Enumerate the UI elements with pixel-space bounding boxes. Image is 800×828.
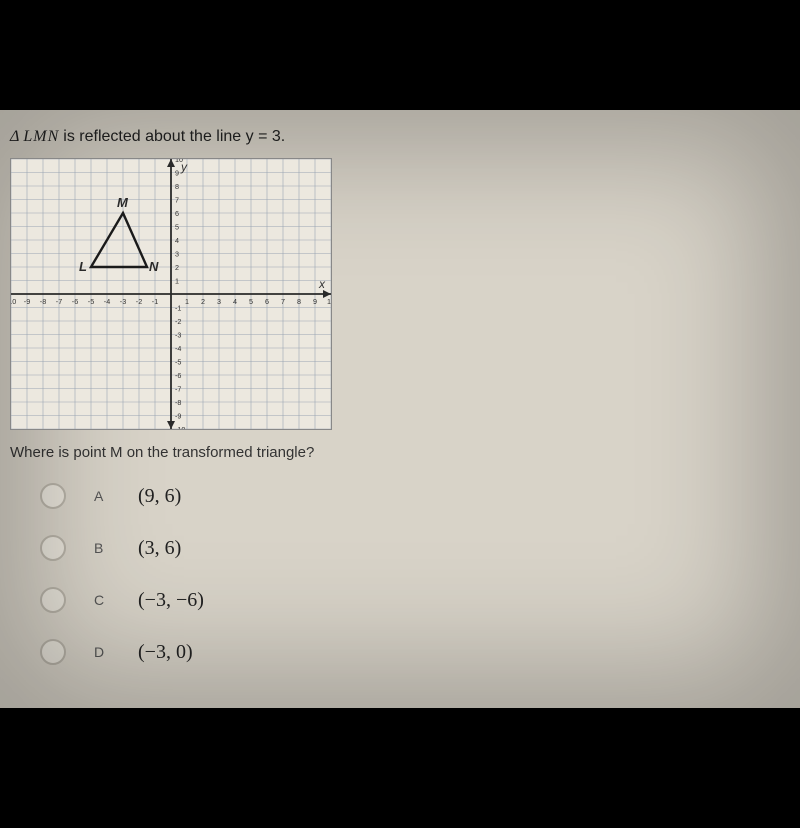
option-value: (−3, −6) [138, 589, 204, 612]
option-letter: B [94, 540, 110, 556]
svg-text:-1: -1 [152, 297, 158, 306]
svg-text:-4: -4 [175, 344, 181, 353]
svg-text:L: L [79, 259, 87, 274]
option-letter: C [94, 592, 110, 608]
option-b[interactable]: B (3, 6) [40, 535, 790, 561]
delta-symbol: Δ [10, 128, 19, 146]
sub-question: Where is point M on the transformed tria… [10, 444, 790, 461]
svg-text:4: 4 [175, 236, 179, 245]
svg-text:7: 7 [175, 196, 179, 205]
svg-text:5: 5 [175, 223, 179, 232]
svg-text:N: N [149, 259, 159, 274]
svg-text:6: 6 [265, 297, 269, 306]
option-a[interactable]: A (9, 6) [40, 483, 790, 509]
svg-text:M: M [117, 195, 129, 210]
svg-text:-2: -2 [136, 297, 142, 306]
svg-text:-6: -6 [72, 297, 78, 306]
svg-text:-9: -9 [24, 297, 30, 306]
svg-text:2: 2 [201, 297, 205, 306]
options-group: A (9, 6) B (3, 6) C (−3, −6) D (−3, 0) [40, 483, 790, 665]
svg-text:1: 1 [185, 297, 189, 306]
radio-b[interactable] [40, 535, 66, 561]
svg-text:3: 3 [175, 250, 179, 259]
svg-text:2: 2 [175, 263, 179, 272]
svg-text:y: y [180, 160, 188, 174]
svg-text:x: x [318, 277, 326, 291]
svg-text:5: 5 [249, 297, 253, 306]
graph-svg: -10-9-8-7-6-5-4-3-2-11234567891010987654… [11, 159, 331, 429]
svg-text:-10: -10 [175, 425, 185, 429]
svg-text:-2: -2 [175, 317, 181, 326]
question-suffix: is reflected about the line y = 3. [63, 128, 285, 146]
svg-text:-7: -7 [175, 385, 181, 394]
top-black-bar [0, 0, 800, 110]
option-value: (−3, 0) [138, 641, 193, 664]
svg-text:8: 8 [297, 297, 301, 306]
option-letter: A [94, 488, 110, 504]
svg-text:-5: -5 [175, 358, 181, 367]
svg-text:-8: -8 [40, 297, 46, 306]
option-d[interactable]: D (−3, 0) [40, 639, 790, 665]
svg-text:-4: -4 [104, 297, 110, 306]
svg-text:-9: -9 [175, 412, 181, 421]
triangle-name: LMN [23, 128, 59, 146]
content-area: ΔLMN is reflected about the line y = 3. … [0, 110, 800, 708]
radio-c[interactable] [40, 587, 66, 613]
option-value: (3, 6) [138, 537, 181, 560]
svg-text:4: 4 [233, 297, 237, 306]
svg-text:10: 10 [327, 297, 331, 306]
coordinate-graph: -10-9-8-7-6-5-4-3-2-11234567891010987654… [10, 158, 332, 430]
option-letter: D [94, 644, 110, 660]
question-text: ΔLMN is reflected about the line y = 3. [10, 128, 790, 146]
svg-text:-7: -7 [56, 297, 62, 306]
svg-text:-3: -3 [120, 297, 126, 306]
svg-text:-6: -6 [175, 371, 181, 380]
svg-text:8: 8 [175, 182, 179, 191]
svg-text:9: 9 [313, 297, 317, 306]
svg-text:-10: -10 [11, 297, 16, 306]
svg-text:9: 9 [175, 169, 179, 178]
radio-a[interactable] [40, 483, 66, 509]
svg-text:1: 1 [175, 277, 179, 286]
svg-text:-5: -5 [88, 297, 94, 306]
svg-text:-1: -1 [175, 304, 181, 313]
option-value: (9, 6) [138, 485, 181, 508]
svg-text:-3: -3 [175, 331, 181, 340]
svg-text:7: 7 [281, 297, 285, 306]
option-c[interactable]: C (−3, −6) [40, 587, 790, 613]
svg-text:6: 6 [175, 209, 179, 218]
svg-text:3: 3 [217, 297, 221, 306]
bottom-black-bar [0, 708, 800, 828]
svg-text:-8: -8 [175, 398, 181, 407]
radio-d[interactable] [40, 639, 66, 665]
